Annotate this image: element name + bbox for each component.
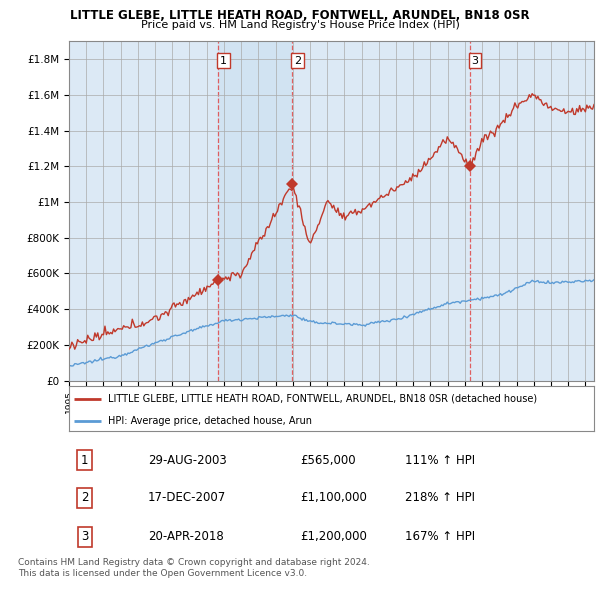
Text: 1: 1 bbox=[220, 55, 227, 65]
Text: 3: 3 bbox=[472, 55, 479, 65]
Text: £1,200,000: £1,200,000 bbox=[300, 530, 367, 543]
Text: £565,000: £565,000 bbox=[300, 454, 356, 467]
Text: 2: 2 bbox=[81, 491, 89, 504]
Text: Contains HM Land Registry data © Crown copyright and database right 2024.: Contains HM Land Registry data © Crown c… bbox=[18, 558, 370, 566]
Text: £1,100,000: £1,100,000 bbox=[300, 491, 367, 504]
Text: Price paid vs. HM Land Registry's House Price Index (HPI): Price paid vs. HM Land Registry's House … bbox=[140, 20, 460, 30]
Text: This data is licensed under the Open Government Licence v3.0.: This data is licensed under the Open Gov… bbox=[18, 569, 307, 578]
Text: 20-APR-2018: 20-APR-2018 bbox=[148, 530, 223, 543]
Text: LITTLE GLEBE, LITTLE HEATH ROAD, FONTWELL, ARUNDEL, BN18 0SR (detached house): LITTLE GLEBE, LITTLE HEATH ROAD, FONTWEL… bbox=[109, 394, 538, 404]
Text: 2: 2 bbox=[294, 55, 301, 65]
Text: 1: 1 bbox=[81, 454, 89, 467]
Text: 29-AUG-2003: 29-AUG-2003 bbox=[148, 454, 227, 467]
Text: HPI: Average price, detached house, Arun: HPI: Average price, detached house, Arun bbox=[109, 416, 313, 426]
Text: 111% ↑ HPI: 111% ↑ HPI bbox=[405, 454, 475, 467]
Text: 167% ↑ HPI: 167% ↑ HPI bbox=[405, 530, 475, 543]
Text: 218% ↑ HPI: 218% ↑ HPI bbox=[405, 491, 475, 504]
Bar bbox=[218, 41, 292, 381]
Text: LITTLE GLEBE, LITTLE HEATH ROAD, FONTWELL, ARUNDEL, BN18 0SR: LITTLE GLEBE, LITTLE HEATH ROAD, FONTWEL… bbox=[70, 9, 530, 22]
Text: 3: 3 bbox=[81, 530, 88, 543]
Text: 17-DEC-2007: 17-DEC-2007 bbox=[148, 491, 226, 504]
